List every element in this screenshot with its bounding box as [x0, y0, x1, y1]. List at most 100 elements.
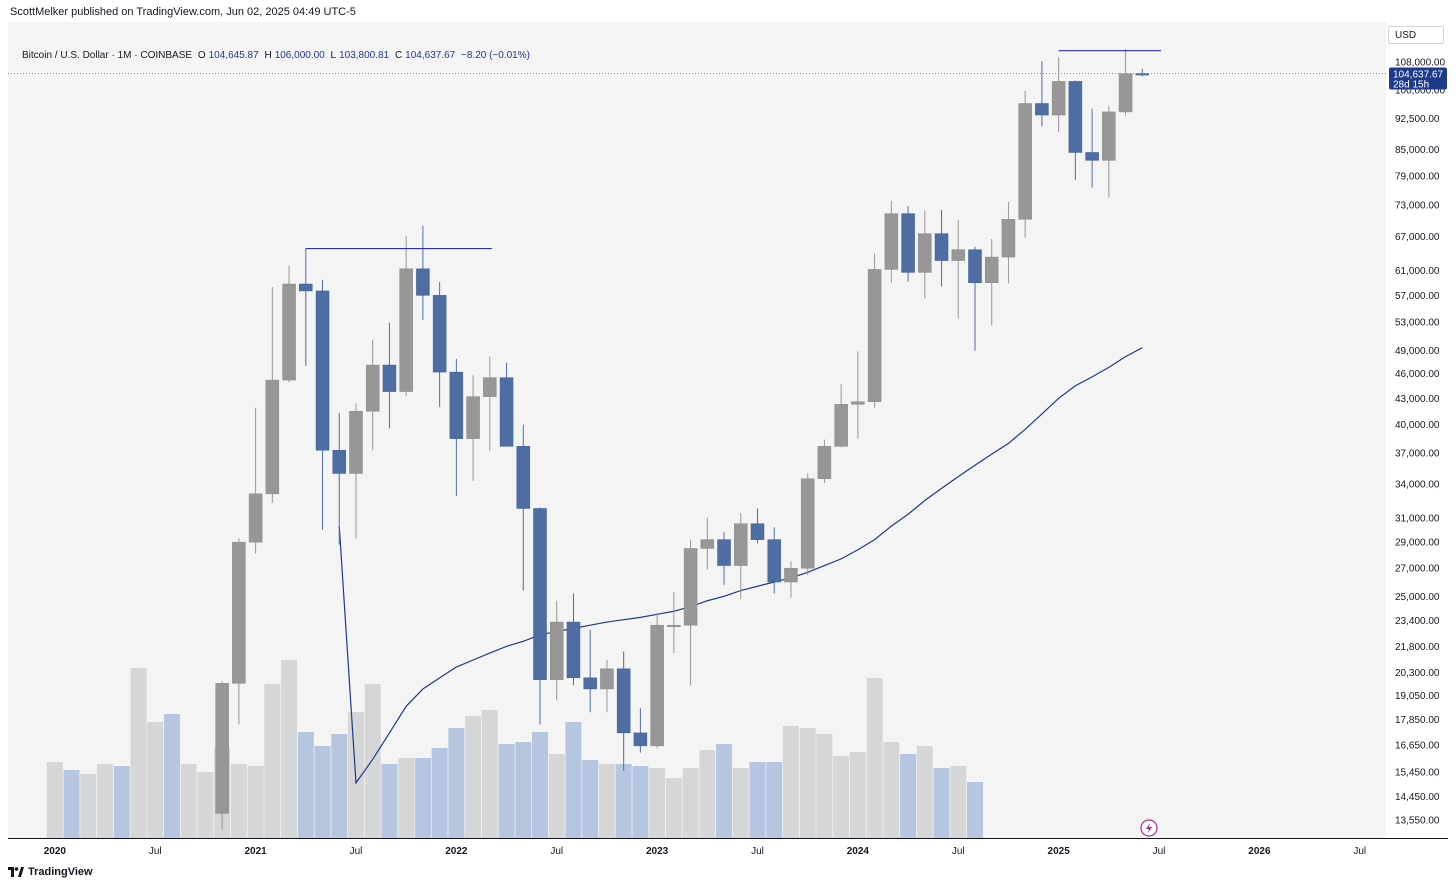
- candle-body: [650, 624, 664, 747]
- time-tick-label: Jul: [550, 846, 563, 857]
- candle: [1035, 60, 1049, 127]
- candle-body: [918, 233, 932, 273]
- candle-body: [851, 401, 865, 405]
- volume-bar: [649, 768, 666, 838]
- price-ticks: 108,000.00 100,000.00 92,500.00 85,000.00 79…: [1395, 31, 1445, 826]
- candle: [934, 210, 949, 287]
- volume-bar: [598, 764, 615, 838]
- volume-bar: [465, 716, 482, 838]
- candle: [399, 236, 413, 396]
- volume-bar: [766, 762, 783, 838]
- volume-bar: [247, 766, 264, 838]
- footer-brand[interactable]: TradingView: [28, 866, 93, 878]
- volume-bar: [532, 732, 549, 838]
- time-tick-label: 2021: [244, 846, 267, 857]
- volume-bar: [63, 770, 80, 838]
- candle: [667, 591, 681, 654]
- volume-bar: [481, 710, 498, 838]
- candle-body: [349, 411, 363, 474]
- time-tick-label: Jul: [350, 846, 363, 857]
- lightning-icon: [1146, 823, 1152, 833]
- candle-body: [767, 539, 781, 583]
- open-label: O: [197, 50, 206, 61]
- price-tick-label: 73,000.00: [1395, 201, 1440, 212]
- symbol-label[interactable]: Bitcoin / U.S. Dollar · 1M · COINBASE: [22, 50, 193, 61]
- volume-bar: [297, 732, 314, 838]
- volume-bar: [816, 734, 833, 838]
- candle: [817, 439, 832, 483]
- volume-bar: [699, 750, 716, 838]
- candle-body: [700, 539, 715, 549]
- volume-bar: [716, 744, 733, 838]
- candle-body: [1018, 103, 1032, 220]
- trendline-layer: [305, 50, 1162, 250]
- volume-bar: [900, 754, 917, 838]
- low-label: L: [330, 50, 337, 61]
- volume-bar: [230, 764, 247, 838]
- candle: [984, 239, 999, 326]
- price-tick-label: 92,500.00: [1395, 114, 1440, 125]
- price-tick-label: 46,000.00: [1395, 369, 1440, 380]
- price-tick-label: 49,000.00: [1395, 346, 1440, 357]
- candle: [750, 508, 765, 544]
- time-scale[interactable]: 2020 Jul 2021 Jul 2022 Jul 2023 Jul 2024 Jul 2025 J…: [8, 838, 1448, 861]
- candle: [248, 407, 263, 554]
- volume-bar: [665, 778, 682, 838]
- price-tag-countdown: 28d 15h: [1393, 80, 1429, 91]
- candle-body: [583, 677, 597, 690]
- candle-body: [533, 508, 547, 680]
- candle: [767, 527, 781, 594]
- candle-body: [248, 493, 263, 543]
- price-tick-label: 14,450.00: [1395, 792, 1440, 803]
- time-tick-label: 2025: [1048, 846, 1071, 857]
- volume-bar: [866, 678, 883, 838]
- price-tick-label: 79,000.00: [1395, 172, 1440, 183]
- candle-body: [600, 668, 614, 690]
- candle: [784, 561, 798, 598]
- candle: [683, 539, 698, 686]
- volume-bar: [615, 764, 632, 838]
- time-scale-svg[interactable]: 2020 Jul 2021 Jul 2022 Jul 2023 Jul 2024 Jul 2025 J…: [8, 839, 1448, 861]
- volume-bar: [782, 726, 799, 838]
- volume-bar: [163, 714, 180, 838]
- candle-body: [1001, 219, 1016, 258]
- price-tick-label: 17,850.00: [1395, 715, 1440, 726]
- candle-body: [449, 371, 464, 439]
- volume-bar: [749, 762, 766, 838]
- volume-bar: [682, 768, 699, 838]
- chart-svg[interactable]: [8, 22, 1386, 838]
- price-tick-label: 19,050.00: [1395, 691, 1440, 702]
- candle: [549, 600, 564, 701]
- price-scale[interactable]: 108,000.00 100,000.00 92,500.00 85,000.00 79…: [1386, 22, 1449, 838]
- candle-body: [951, 249, 966, 261]
- time-tick-label: Jul: [149, 846, 162, 857]
- candle-body: [968, 249, 982, 284]
- volume-bar: [398, 758, 415, 838]
- footer: TradingView: [8, 866, 93, 878]
- volume-bar: [331, 734, 348, 838]
- price-scale-svg[interactable]: 108,000.00 100,000.00 92,500.00 85,000.00 79…: [1387, 22, 1449, 838]
- candle-body: [332, 449, 347, 474]
- price-tick-label: 31,000.00: [1395, 513, 1440, 524]
- volume-bar: [966, 782, 983, 838]
- candle-body: [416, 268, 430, 296]
- candle-body: [834, 404, 848, 447]
- price-tag-box: [1389, 67, 1447, 90]
- candle-body: [299, 283, 313, 292]
- candle-body: [232, 541, 246, 684]
- candle-body: [784, 567, 798, 583]
- currency-button[interactable]: USD: [1388, 26, 1444, 44]
- candle: [851, 351, 865, 439]
- candle-body: [365, 364, 380, 412]
- volume-bar: [883, 742, 900, 838]
- price-tick-label: 13,550.00: [1395, 816, 1440, 827]
- time-tick-label: Jul: [751, 846, 764, 857]
- volume-bar: [431, 748, 448, 838]
- candle: [432, 282, 447, 407]
- volume-bar: [113, 766, 130, 838]
- price-tick-label: 16,650.00: [1395, 740, 1440, 751]
- candle: [834, 384, 848, 448]
- price-tick-label: 40,000.00: [1395, 420, 1440, 431]
- volume-bar: [281, 660, 298, 838]
